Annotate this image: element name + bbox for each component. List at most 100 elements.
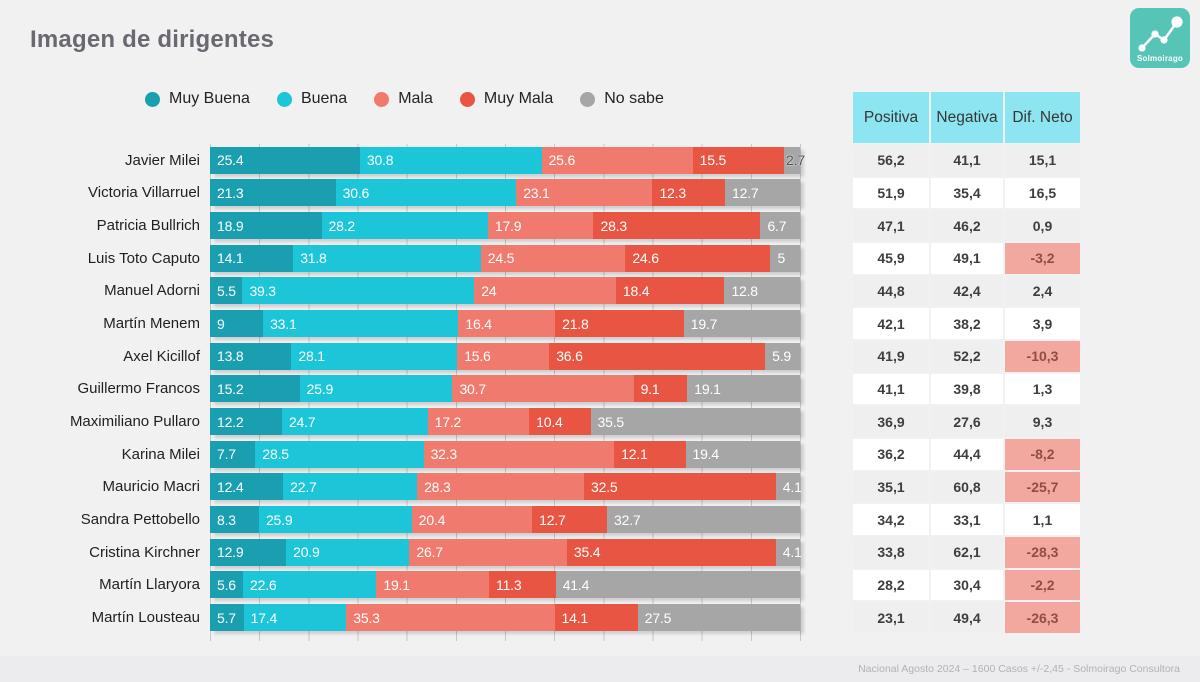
bar-segment: 18.9: [210, 212, 322, 240]
table-cell: 33,8: [853, 536, 929, 568]
bar-value-label: 16.4: [465, 315, 492, 332]
page-title: Imagen de dirigentes: [30, 26, 275, 53]
table-cell: 45,9: [853, 242, 929, 274]
bar-value-label: 35.3: [353, 609, 380, 626]
legend-label: Muy Buena: [169, 90, 250, 107]
brand-name: Solmoirago: [1136, 54, 1183, 63]
chart-row: Cristina Kirchner 12.9 20.9 26.7 35.4 4.1: [0, 536, 805, 569]
row-label: Maximiliano Pullaro: [69, 413, 200, 431]
legend-label: Muy Mala: [483, 90, 554, 107]
bar-value-label: 36.6: [556, 348, 583, 365]
bar-value-label: 9: [217, 315, 225, 332]
table-cell: 0,9: [1005, 210, 1080, 241]
brand-logo: Solmoirago: [1130, 8, 1190, 68]
table-cell: -26,3: [1005, 602, 1080, 633]
table-cell: 33,1: [931, 504, 1003, 535]
table-cell: 27,6: [931, 406, 1003, 437]
bar-segment: 11.3: [489, 571, 556, 599]
bar-segment: 30.7: [452, 375, 634, 403]
bar-segment: 26.7: [409, 538, 567, 566]
bar-segment: 24: [474, 277, 616, 305]
bar-value-label: 7.7: [217, 446, 236, 463]
row-label: Karina Milei: [121, 445, 200, 463]
column-header-negativa: Negativa: [931, 92, 1003, 143]
bar-segment: 12.4: [210, 473, 284, 501]
bar-value-label: 19.7: [690, 315, 718, 332]
table-cell: -2,2: [1005, 569, 1080, 601]
table-cell: 36,2: [853, 438, 929, 470]
chart-row: Luis Toto Caputo 14.1 31.8 24.5 24.6 5: [0, 242, 805, 275]
bar-value-label: 5.7: [217, 609, 236, 626]
chart-rows: Javier Milei 25.4 30.8 25.6 15.5 2.7 Victoria …: [0, 144, 805, 634]
bar-segment: 33.1: [263, 310, 459, 338]
row-label: Martín Lousteau: [91, 609, 200, 627]
bar-value-label: 18.4: [622, 282, 650, 299]
bar-track: 9 33.1 16.4 21.8 19.7: [210, 310, 800, 338]
bar-segment: 30.8: [359, 146, 542, 174]
legend: Muy Buena Buena Mala Muy Mala No sabe: [145, 90, 664, 108]
bar-value-label: 20.4: [418, 511, 446, 528]
bar-value-label: 4.1: [782, 478, 802, 495]
bar-value-label: 26.7: [416, 544, 443, 561]
bar-track: 13.8 28.1 15.6 36.6 5.9: [210, 342, 800, 370]
table-cell: 35,1: [853, 471, 929, 503]
bar-value-label: 8.3: [217, 511, 236, 528]
bar-track: 18.9 28.2 17.9 28.3 6.7: [210, 212, 800, 240]
bar-segment: 28.5: [255, 440, 424, 468]
bar-value-label: 28.2: [328, 217, 356, 234]
bar-value-label: 25.6: [548, 152, 576, 169]
bar-value-label: 32.5: [591, 478, 618, 495]
bar-segment: 23.1: [516, 179, 653, 207]
bar-value-label: 17.9: [494, 217, 522, 234]
bar-value-label: 14.1: [217, 250, 244, 267]
line-chart-icon: [1138, 16, 1183, 52]
bar-value-label: 32.3: [430, 446, 458, 463]
table-cell: 38,2: [931, 308, 1003, 339]
bar-value-label: 32.7: [614, 511, 641, 528]
bar-value-label: 12.7: [732, 184, 759, 201]
legend-dot-icon: [459, 91, 475, 107]
bar-value-label: 12.3: [659, 184, 686, 201]
bar-value-label: 15.6: [464, 348, 491, 365]
bar-value-label: 11.3: [496, 576, 522, 593]
chart-row: Martín Llaryora 5.6 22.6 19.1 11.3 41.4: [0, 569, 805, 602]
bar-track: 12.2 24.7 17.2 10.4 35.5: [210, 408, 800, 436]
bar-segment: 25.9: [258, 506, 412, 534]
bar-value-label: 28.3: [424, 478, 451, 495]
bar-segment: 17.2: [427, 408, 530, 436]
bar-segment: 22.6: [243, 571, 377, 599]
row-label: Martín Menem: [103, 315, 200, 333]
bar-value-label: 14.1: [561, 609, 589, 626]
bar-segment: 27.5: [637, 604, 800, 632]
table-cell: 44,4: [931, 438, 1003, 470]
bar-value-label: 25.9: [265, 511, 293, 528]
row-label: Mauricio Macri: [102, 478, 200, 496]
bar-segment: 19.1: [376, 571, 490, 599]
bar-value-label: 28.5: [262, 446, 289, 463]
bar-segment: 12.3: [652, 179, 726, 207]
bar-segment: 28.1: [291, 342, 458, 370]
bar-segment: 35.5: [590, 408, 800, 436]
bar-track: 5.5 39.3 24 18.4 12.8: [210, 277, 800, 305]
bar-value-label: 17.2: [434, 413, 462, 430]
bar-value-label: 12.2: [217, 413, 244, 430]
bar-segment: 9.1: [633, 375, 688, 403]
footer-note: Nacional Agosto 2024 – 1600 Casos +/-2,4…: [858, 663, 1180, 675]
bar-value-label: 24.6: [632, 250, 659, 267]
table-cell: 62,1: [931, 536, 1003, 568]
chart-row: Patricia Bullrich 18.9 28.2 17.9 28.3 6.7: [0, 209, 805, 242]
legend-dot-icon: [374, 91, 390, 107]
table-cell: 9,3: [1005, 406, 1080, 437]
bar-segment: 41.4: [555, 571, 800, 599]
bar-segment: 15.6: [457, 342, 550, 370]
bar-value-label: 18.9: [217, 217, 244, 234]
table-cell: 15,1: [1005, 145, 1080, 176]
footer-band: [0, 656, 1200, 682]
table-cell: 16,5: [1005, 177, 1080, 209]
legend-label: Buena: [300, 90, 348, 107]
bar-segment: 20.9: [286, 538, 410, 566]
bar-segment: 4.1: [775, 538, 802, 566]
bar-segment: 14.1: [554, 604, 638, 632]
bar-segment: 25.6: [541, 146, 693, 174]
